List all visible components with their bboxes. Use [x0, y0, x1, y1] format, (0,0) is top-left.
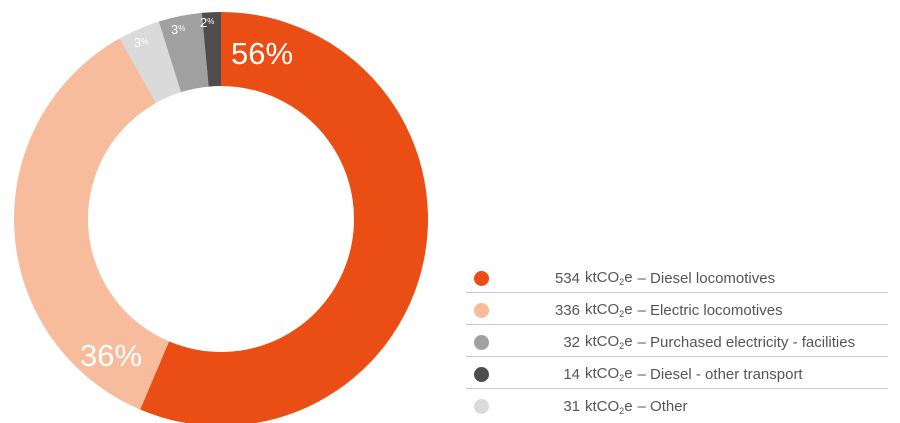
legend-label: – Purchased electricity - facilities — [637, 333, 856, 351]
slice-diesel-locomotives — [140, 12, 428, 423]
legend-swatch — [474, 302, 489, 318]
legend-item-purchased-electricity: 32 ktCO2e – Purchased electricity - faci… — [466, 325, 888, 357]
legend-item-electric-locomotives: 336 ktCO2e – Electric locomotives — [466, 293, 888, 325]
legend-swatch — [474, 270, 489, 286]
legend-amount: 336 — [554, 301, 580, 319]
slice-electric-locomotives — [14, 38, 170, 410]
legend-swatch — [474, 399, 489, 414]
legend-unit: ktCO2e — [585, 301, 633, 319]
legend-swatch — [474, 366, 489, 382]
donut-chart: 56%36%3%3% 2% — [14, 12, 428, 423]
legend-item-diesel-locomotives: 534 ktCO2e – Diesel locomotives — [466, 261, 888, 293]
legend-amount: 534 — [554, 269, 580, 287]
legend: 534 ktCO2e – Diesel locomotives 336 ktCO… — [466, 261, 888, 421]
legend-item-diesel-other-transport: 14 ktCO2e – Diesel - other transport — [466, 357, 888, 389]
legend-swatch — [474, 334, 489, 350]
legend-unit: ktCO2e — [585, 397, 633, 416]
legend-label: – Diesel locomotives — [637, 269, 776, 287]
legend-unit: ktCO2e — [585, 269, 633, 287]
slice-diesel-other-transport — [201, 12, 221, 87]
slice-other — [119, 21, 182, 103]
legend-label: – Electric locomotives — [637, 301, 783, 319]
legend-amount: 31 — [563, 398, 580, 415]
percent-label: 36% — [80, 338, 142, 373]
legend-amount: 32 — [563, 333, 580, 351]
legend-label: – Diesel - other transport — [637, 365, 803, 383]
legend-label: – Other — [637, 398, 688, 415]
percent-label: 56% — [231, 36, 293, 71]
legend-amount: 14 — [563, 365, 580, 383]
legend-unit: ktCO2e — [585, 365, 633, 383]
slice-purchased-electricity — [158, 12, 209, 93]
legend-unit: ktCO2e — [585, 333, 633, 351]
legend-item-other: 31 ktCO2e – Other — [466, 389, 888, 421]
